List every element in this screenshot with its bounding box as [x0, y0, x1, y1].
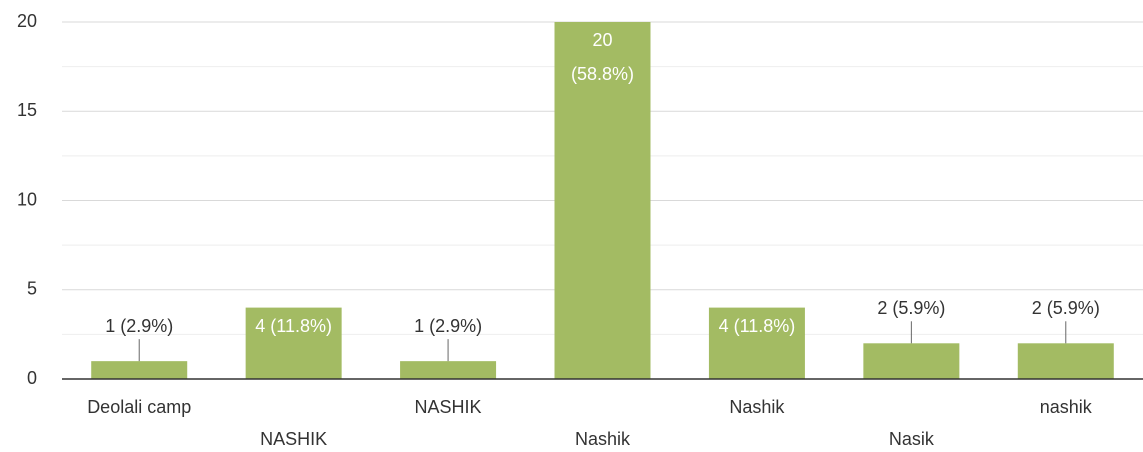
- bar: [400, 361, 497, 379]
- x-tick-label: NASHIK: [260, 429, 327, 449]
- y-tick-label: 20: [17, 11, 37, 31]
- value-label: 1 (2.9%): [414, 316, 483, 337]
- value-label: 4 (11.8%): [718, 315, 796, 336]
- bar: [708, 307, 805, 379]
- value-label: 2 (5.9%): [877, 298, 946, 319]
- bar: [1017, 343, 1114, 379]
- y-tick-label: 0: [27, 368, 37, 388]
- bar: [245, 307, 342, 379]
- x-tick-label: Nasik: [889, 429, 935, 449]
- y-tick-label: 5: [27, 279, 37, 299]
- x-tick-label: Nashik: [575, 429, 631, 449]
- value-label: 20 (58.8%): [570, 30, 635, 84]
- x-tick-label: Nashik: [729, 397, 785, 417]
- x-tick-label: NASHIK: [415, 397, 482, 417]
- bar: [554, 22, 651, 379]
- value-label: 4 (11.8%): [255, 315, 332, 336]
- y-tick-label: 15: [17, 100, 37, 120]
- value-label: 1 (2.9%): [105, 316, 174, 337]
- x-tick-label: nashik: [1040, 397, 1093, 417]
- value-label: 2 (5.9%): [1031, 298, 1100, 319]
- bar: [91, 361, 188, 379]
- x-tick-label: Deolali camp: [87, 397, 191, 417]
- y-tick-label: 10: [17, 189, 37, 209]
- bar: [863, 343, 960, 379]
